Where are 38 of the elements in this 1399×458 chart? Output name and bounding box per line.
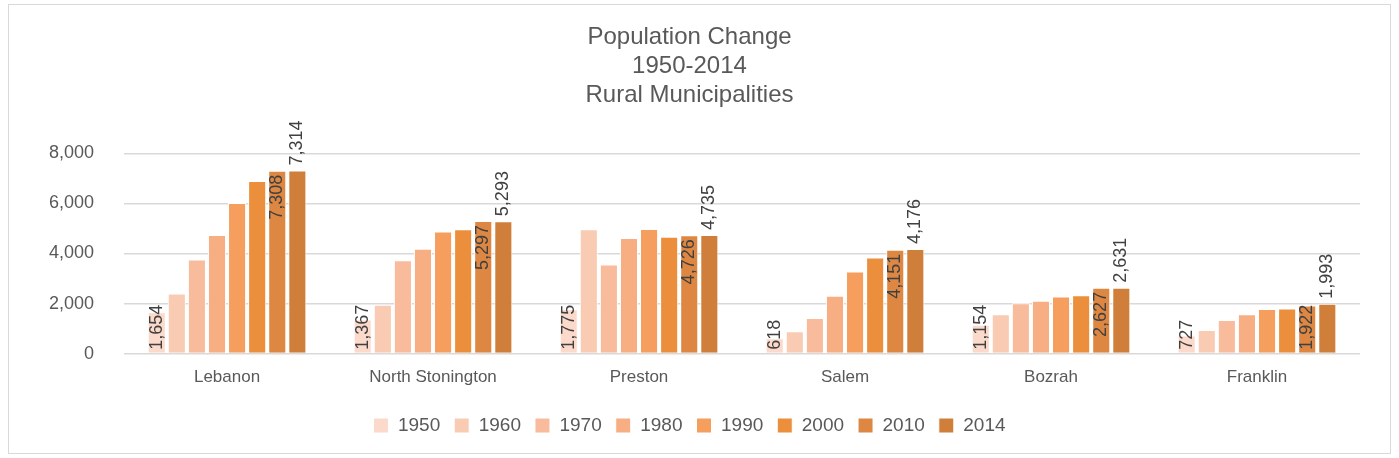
x-tick-label: North Stonington <box>369 367 497 387</box>
data-label: 4,176 <box>904 199 925 245</box>
legend-label: 1980 <box>640 413 683 435</box>
data-label: 1,154 <box>969 304 990 350</box>
legend-label: 2000 <box>801 413 845 435</box>
y-tick-label: 2,000 <box>49 292 95 313</box>
legend-label: 1950 <box>397 413 441 435</box>
legend-label: 2010 <box>882 413 925 435</box>
data-label: 1,922 <box>1296 304 1317 350</box>
chart-title: Population Change 1950-2014 Rural Municipalities <box>585 22 794 107</box>
data-label: 7,314 <box>286 120 307 166</box>
data-label: 1,993 <box>1316 253 1337 299</box>
y-tick-label: 4,000 <box>49 242 95 263</box>
data-label: 618 <box>763 319 784 350</box>
data-label: 7,308 <box>266 174 287 220</box>
legend-label: 1990 <box>721 413 764 435</box>
legend-label: 1970 <box>559 413 602 435</box>
x-tick-label: Bozrah <box>1024 367 1078 387</box>
data-label: 5,293 <box>492 171 513 217</box>
data-label: 4,735 <box>698 185 719 231</box>
data-label: 1,367 <box>351 304 372 350</box>
legend-label: 1960 <box>478 413 521 435</box>
data-label: 727 <box>1175 319 1196 350</box>
data-label: 1,775 <box>557 304 578 350</box>
y-tick-label: 6,000 <box>49 192 95 213</box>
x-tick-label: Preston <box>609 367 669 387</box>
data-label: 2,627 <box>1090 291 1111 337</box>
data-label: 5,297 <box>472 225 493 271</box>
data-label: 1,654 <box>145 304 166 350</box>
x-tick-label: Lebanon <box>193 367 261 387</box>
data-label: 4,151 <box>884 253 905 299</box>
data-label: 4,726 <box>678 239 699 285</box>
y-tick-label: 8,000 <box>49 142 95 163</box>
x-tick-label: Salem <box>820 367 870 387</box>
x-tick-label: Franklin <box>1226 367 1288 387</box>
data-label: 2,631 <box>1110 237 1131 283</box>
legend-label: 2014 <box>963 413 1006 435</box>
y-tick-label: 0 <box>84 342 95 363</box>
